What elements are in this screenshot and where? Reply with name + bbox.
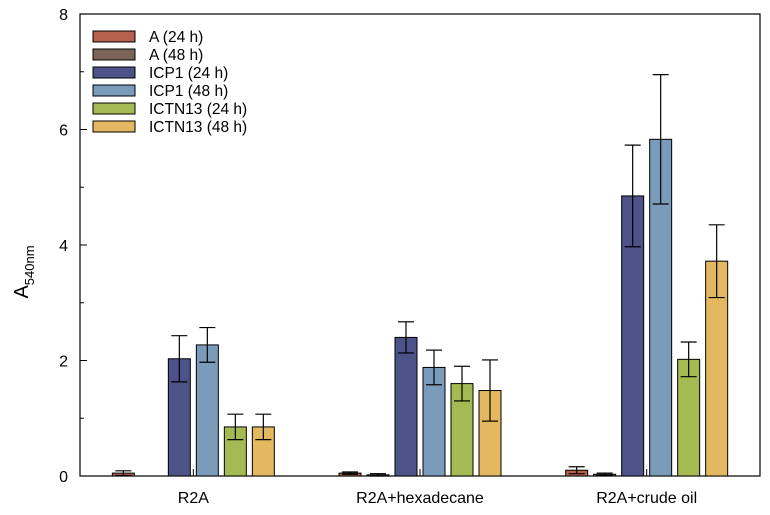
legend-swatch: [92, 120, 136, 133]
bar: [394, 336, 418, 477]
y-axis-label: A540nm: [11, 245, 37, 298]
y-tick-label: 4: [59, 238, 68, 255]
legend-label: ICTN13 (24 h): [149, 101, 247, 118]
legend-label: A (48 h): [149, 47, 203, 64]
legend-label: ICP1 (24 h): [149, 65, 228, 82]
legend-label: ICP1 (48 h): [149, 83, 228, 100]
legend-swatch: [92, 48, 136, 61]
y-tick-label: 6: [59, 123, 68, 140]
legend: A (24 h)A (48 h)ICP1 (24 h)ICP1 (48 h)IC…: [92, 29, 247, 136]
bars: [111, 74, 729, 477]
bar: [195, 344, 219, 477]
y-tick-label: 2: [59, 354, 68, 371]
y-tick-label: 8: [59, 7, 68, 24]
legend-label: A (24 h): [149, 29, 203, 46]
y-tick-label: 0: [59, 469, 68, 486]
axes: 0 2 4 6 8 R2A R2A+hexadecane R2A+crude oil: [59, 7, 761, 507]
legend-swatch: [92, 84, 136, 97]
legend-label: ICTN13 (48 h): [149, 119, 247, 136]
x-category-label: R2A+hexadecane: [356, 490, 484, 507]
x-category-label: R2A: [178, 490, 209, 507]
legend-swatch: [92, 30, 136, 43]
x-category-label: R2A+crude oil: [596, 490, 697, 507]
legend-swatch: [92, 102, 136, 115]
legend-swatch: [92, 66, 136, 79]
